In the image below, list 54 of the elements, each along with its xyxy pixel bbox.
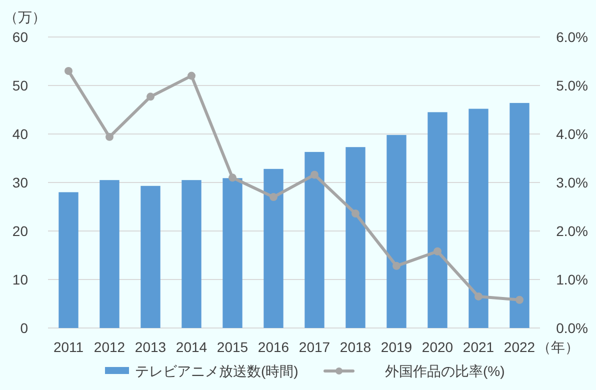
y2-tick-label: 1.0% xyxy=(556,272,588,288)
x-tick-label: 2020 xyxy=(422,339,454,355)
y-tick-label: 50 xyxy=(12,78,28,94)
bar xyxy=(222,178,242,328)
bar xyxy=(386,134,406,328)
point xyxy=(310,170,318,179)
point xyxy=(146,92,154,101)
bar xyxy=(182,180,202,328)
x-axis-title: （年） xyxy=(537,339,579,355)
y2-tick-label: 3.0% xyxy=(556,174,588,190)
x-tick-label: 2022 xyxy=(504,339,536,355)
x-tick-label: 2021 xyxy=(462,339,494,355)
y2-tick-label: 4.0% xyxy=(556,126,588,142)
bar xyxy=(428,112,448,328)
bar xyxy=(264,168,284,328)
y2-tick-label: 6.0% xyxy=(556,29,588,45)
x-tick-label: 2015 xyxy=(216,339,248,355)
y-tick-label: 20 xyxy=(12,223,28,239)
point xyxy=(516,296,524,304)
y-tick-label: 60 xyxy=(12,29,28,45)
bar xyxy=(510,102,530,328)
y-tick-label: 40 xyxy=(12,126,28,142)
bar xyxy=(140,186,160,328)
y-tick-label: 10 xyxy=(12,272,28,288)
x-tick-label: 2012 xyxy=(94,339,126,355)
x-tick-label: 2011 xyxy=(53,339,84,355)
x-tick-label: 2019 xyxy=(380,339,412,355)
legend-label: テレビアニメ放送数(時間) xyxy=(135,363,298,379)
point xyxy=(434,247,442,256)
point xyxy=(392,262,400,270)
bar xyxy=(468,108,488,328)
x-tick-label: 2016 xyxy=(258,339,290,355)
x-tick-label: 2013 xyxy=(134,339,166,355)
legend-label: 外国作品の比率(%) xyxy=(385,363,505,379)
x-tick-label: 2017 xyxy=(298,339,330,355)
point xyxy=(64,66,72,75)
y-axis-title: （万） xyxy=(4,9,46,25)
bar xyxy=(100,180,120,328)
point xyxy=(474,292,482,300)
bar xyxy=(58,192,78,328)
point xyxy=(270,193,278,202)
y2-tick-label: 0.0% xyxy=(556,320,588,336)
x-tick-label: 2014 xyxy=(176,339,208,355)
point xyxy=(352,210,360,218)
point xyxy=(188,72,196,80)
y-tick-label: 0 xyxy=(20,320,28,336)
point xyxy=(106,132,114,141)
y-tick-label: 30 xyxy=(12,174,28,190)
bar xyxy=(304,152,324,328)
y2-tick-label: 2.0% xyxy=(556,223,588,239)
y2-tick-label: 5.0% xyxy=(556,78,588,94)
point xyxy=(228,174,236,182)
bar xyxy=(346,147,366,328)
x-tick-label: 2018 xyxy=(340,339,372,355)
